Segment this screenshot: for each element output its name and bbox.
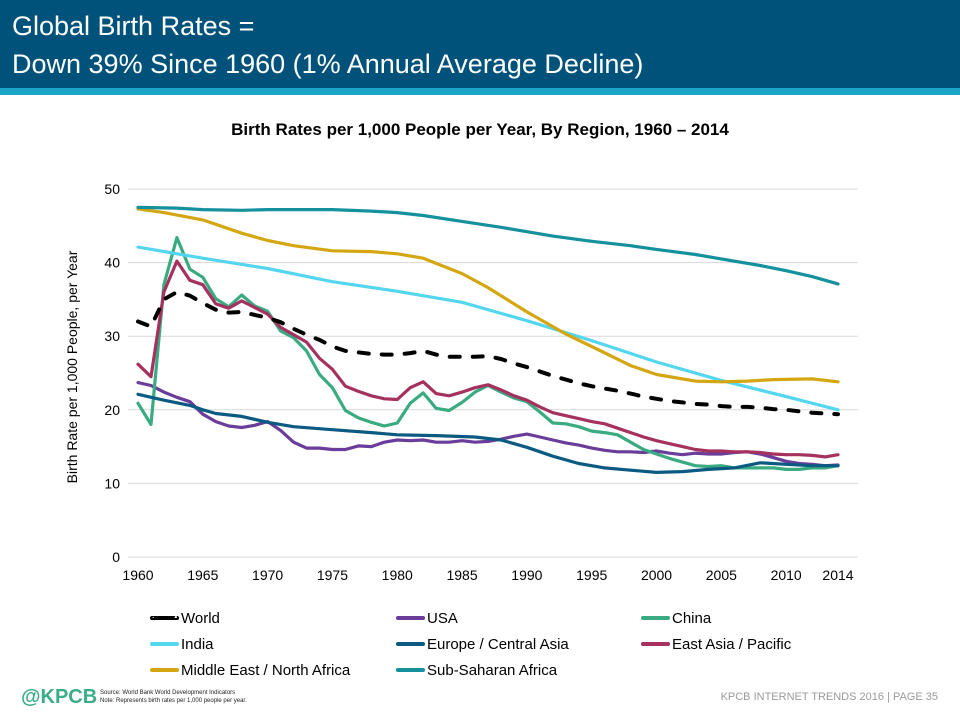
x-tick-label: 2000 — [641, 567, 672, 583]
legend-swatch — [396, 616, 425, 620]
legend-label: Sub-Saharan Africa — [427, 661, 558, 679]
series-line-middle-east-north-africa — [136, 207, 840, 384]
legend-label: Middle East / North Africa — [181, 661, 351, 679]
page-title-line2: Down 39% Since 1960 (1% Annual Average D… — [12, 49, 644, 79]
legend-item: World — [150, 608, 220, 628]
page-title-line1: Global Birth Rates = — [12, 11, 255, 41]
legend-swatch — [641, 616, 670, 620]
legend-swatch — [396, 642, 425, 646]
legend-label: India — [181, 635, 214, 653]
chart-title: Birth Rates per 1,000 People per Year, B… — [231, 120, 729, 139]
legend-swatch — [150, 642, 179, 646]
x-tick-label: 1970 — [252, 567, 283, 583]
y-axis-label: Birth Rate per 1,000 People, per Year — [64, 250, 80, 483]
legend-swatch — [150, 668, 179, 672]
x-tick-label: 1995 — [576, 567, 607, 583]
legend-label: USA — [427, 609, 458, 627]
legend-label: Europe / Central Asia — [427, 635, 569, 653]
x-tick-label: 1985 — [446, 567, 477, 583]
y-tick-label: 50 — [104, 181, 120, 197]
footnote: Note: Represents birth rates per 1,000 p… — [100, 698, 247, 704]
x-tick-label: 1980 — [382, 567, 413, 583]
series-line-world — [136, 290, 840, 417]
legend-item: Middle East / North Africa — [150, 660, 350, 680]
legend-swatch — [641, 642, 670, 646]
legend-label: China — [672, 609, 712, 627]
y-tick-label: 0 — [112, 549, 120, 565]
x-tick-label: 2005 — [706, 567, 737, 583]
legend-swatch — [150, 616, 179, 620]
x-tick-label: 1965 — [187, 567, 218, 583]
y-tick-label: 30 — [104, 328, 120, 344]
kpcb-logo: @KPCB — [21, 686, 98, 708]
legend-swatch — [396, 668, 425, 672]
y-tick-label: 40 — [104, 255, 120, 271]
page-footer: KPCB INTERNET TRENDS 2016 | PAGE 35 — [720, 691, 938, 703]
header-banner: Global Birth Rates = Down 39% Since 1960… — [0, 0, 960, 88]
header-stripe — [0, 88, 960, 95]
legend-item: East Asia / Pacific — [641, 634, 791, 654]
legend-item: Sub-Saharan Africa — [396, 660, 557, 680]
legend-item: China — [641, 608, 711, 628]
legend-item: India — [150, 634, 214, 654]
series-line-europe-central-asia — [136, 392, 840, 474]
y-tick-label: 20 — [104, 402, 120, 418]
series-line-east-asia-pacific — [136, 259, 840, 459]
x-tick-label: 2010 — [771, 567, 802, 583]
series-line-china — [136, 236, 840, 471]
legend-label: World — [181, 609, 220, 627]
x-tick-label: 1975 — [317, 567, 348, 583]
legend-item: Europe / Central Asia — [396, 634, 569, 654]
y-tick-label: 10 — [104, 475, 120, 491]
source-note: Source: World Bank World Development Ind… — [100, 690, 236, 696]
x-tick-label: 1990 — [511, 567, 542, 583]
legend-item: USA — [396, 608, 458, 628]
legend-label: East Asia / Pacific — [672, 635, 792, 653]
x-tick-label: 1960 — [122, 567, 153, 583]
series-line-sub-saharan-africa — [136, 205, 840, 286]
series-line-usa — [136, 381, 840, 468]
x-tick-label: 2014 — [822, 567, 853, 583]
